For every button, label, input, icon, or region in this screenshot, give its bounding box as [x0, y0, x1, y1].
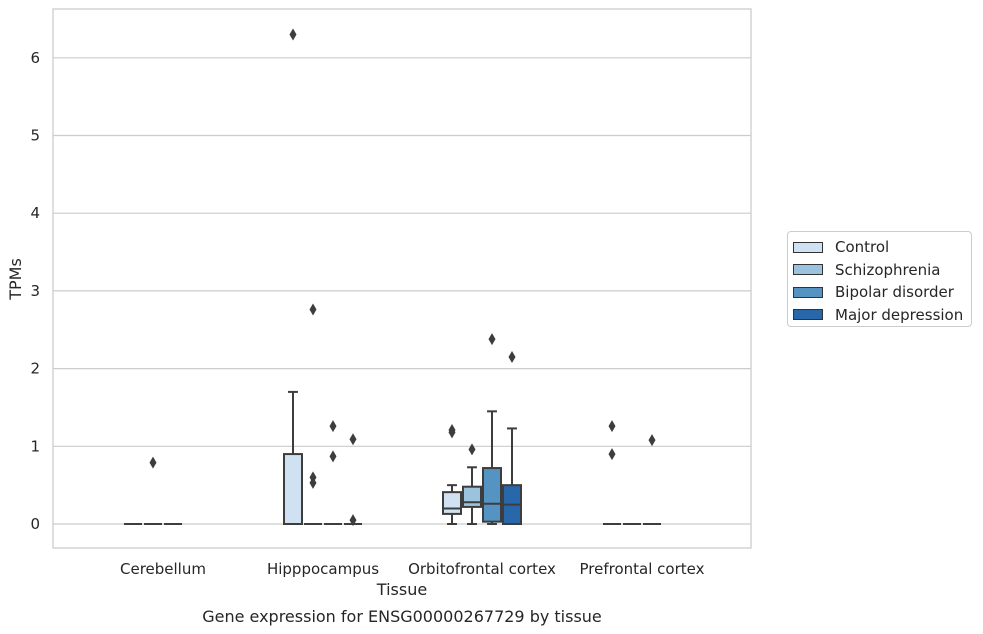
plot-background — [53, 9, 751, 548]
outlier-point — [309, 476, 317, 489]
outlier-point — [608, 448, 616, 461]
outlier-point — [289, 28, 297, 41]
x-tick-label: Cerebellum — [120, 560, 206, 578]
outlier-point — [508, 350, 516, 363]
box-iqr — [283, 453, 303, 526]
y-tick-label: 4 — [30, 204, 40, 222]
y-tick-label: 2 — [30, 360, 40, 378]
outlier-point — [648, 434, 656, 447]
box-bipolar-disorder — [643, 434, 661, 525]
box-iqr — [442, 491, 462, 515]
legend-swatch — [793, 264, 823, 276]
outlier-point — [488, 333, 496, 346]
box-schizophrenia — [462, 443, 482, 525]
box-major-depression — [502, 350, 522, 525]
y-tick-label: 5 — [30, 127, 40, 145]
legend-item: Schizophrenia — [793, 259, 971, 282]
x-tick-labels: Cerebellum Hipppocampus Orbitofrontal cort… — [120, 560, 705, 578]
chart-title: Gene expression for ENSG00000267729 by t… — [202, 607, 602, 626]
x-axis-title: Tissue — [376, 580, 427, 599]
y-tick-label: 0 — [30, 515, 40, 533]
box-bipolar-disorder — [324, 420, 342, 525]
box-control — [442, 423, 462, 525]
box-major-depression — [344, 433, 362, 527]
x-tick-label: Orbitofrontal cortex — [408, 560, 556, 578]
box-plots — [124, 28, 661, 527]
x-tick-label: Prefrontal cortex — [580, 560, 705, 578]
outlier-point — [448, 426, 456, 439]
box-control — [603, 420, 621, 525]
legend-item: Bipolar disorder — [793, 281, 971, 304]
x-tick-label: Hipppocampus — [267, 560, 379, 578]
outlier-point — [349, 433, 357, 446]
outlier-point — [329, 450, 337, 463]
legend-swatch — [793, 286, 823, 298]
box-iqr — [482, 467, 502, 523]
box-schizophrenia — [144, 456, 162, 525]
outlier-point — [149, 456, 157, 469]
box-schizophrenia — [304, 303, 322, 525]
outlier-point — [349, 514, 357, 527]
y-tick-label: 6 — [30, 49, 40, 67]
box-control — [283, 28, 303, 526]
y-tick-labels: 0 1 2 3 4 5 6 — [30, 49, 40, 533]
outlier-point — [309, 303, 317, 316]
outlier-point — [468, 443, 476, 456]
outlier-point — [329, 420, 337, 433]
legend-label: Bipolar disorder — [835, 283, 954, 302]
legend-label: Schizophrenia — [835, 260, 941, 279]
legend-item: Major depression — [793, 304, 971, 327]
box-iqr — [462, 485, 482, 508]
legend: Control Schizophrenia Bipolar disorder Majo… — [787, 231, 972, 327]
box-bipolar-disorder — [482, 333, 502, 525]
y-tick-label: 3 — [30, 282, 40, 300]
y-tick-label: 1 — [30, 437, 40, 455]
legend-label: Major depression — [835, 305, 964, 324]
legend-label: Control — [835, 238, 890, 257]
legend-item: Control — [793, 236, 971, 259]
legend-swatch — [793, 241, 823, 253]
y-axis-title: TPMs — [6, 258, 25, 301]
plot-frame — [52, 8, 752, 549]
legend-swatch — [793, 309, 823, 321]
outlier-point — [608, 420, 616, 433]
